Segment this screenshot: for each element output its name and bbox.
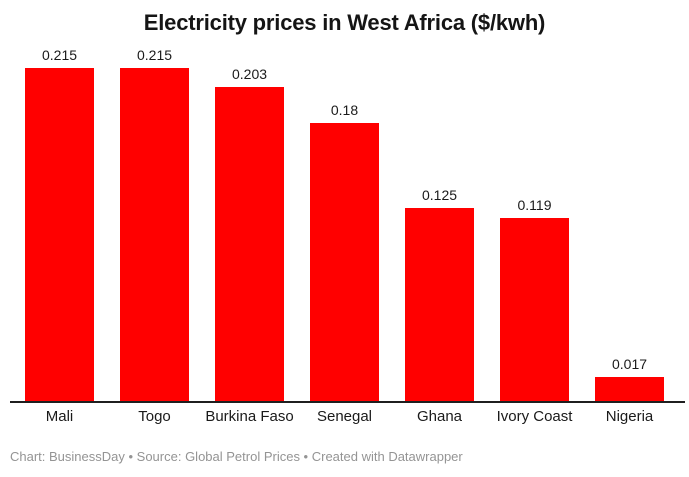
bar-value-label-ghana: 0.125 (421, 187, 458, 204)
bar-mali (25, 68, 94, 403)
x-axis-label-nigeria: Nigeria (605, 408, 654, 425)
bar-value-label-burkina-faso: 0.203 (231, 65, 268, 82)
bar-value-label-nigeria: 0.017 (611, 355, 648, 372)
bar-togo (120, 68, 189, 403)
bar-value-label-mali: 0.215 (41, 47, 78, 63)
x-axis-label-ghana: Ghana (416, 408, 463, 425)
bar-value-label-togo: 0.215 (136, 47, 173, 63)
x-axis-labels: Mali Togo Burkina Faso Senegal Ghana Ivory Co… (0, 408, 689, 428)
chart-footer: Chart: BusinessDay • Source: Global Petr… (10, 449, 463, 464)
x-axis-label-burkina-faso: Burkina Faso (205, 408, 294, 425)
x-axis-label-mali: Mali (45, 408, 74, 425)
chart-title: Electricity prices in West Africa ($/kwh… (143, 10, 546, 35)
x-axis-line (10, 401, 685, 403)
x-axis-label-togo: Togo (138, 408, 171, 425)
plot-area: 0.215 0.215 0.203 0.18 0.125 0.119 0.017 (0, 47, 689, 403)
bar-nigeria (595, 376, 664, 403)
x-axis-label-senegal: Senegal (316, 408, 373, 425)
bar-ivory-coast (500, 217, 569, 403)
x-axis-label-ivory-coast: Ivory Coast (496, 408, 573, 425)
bar-value-label-ivory-coast: 0.119 (517, 196, 552, 213)
bar-senegal (310, 122, 379, 403)
bar-ghana (405, 208, 474, 403)
bar-value-label-senegal: 0.18 (330, 101, 359, 118)
bar-burkina-faso (215, 86, 284, 403)
